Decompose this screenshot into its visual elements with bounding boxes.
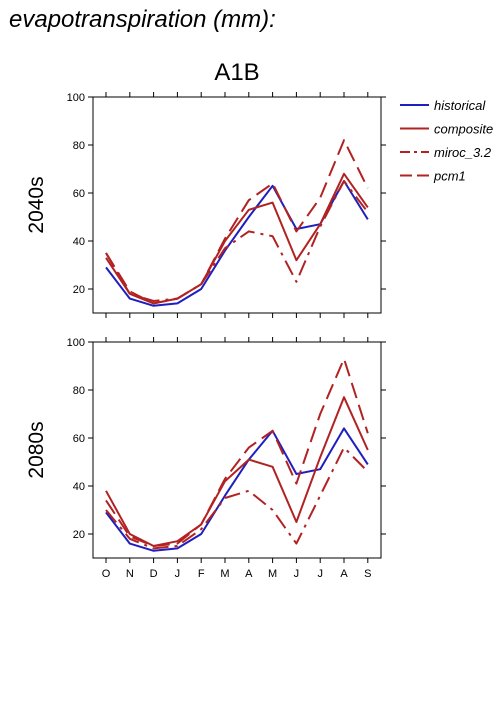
y-tick-label: 100 <box>67 337 85 349</box>
y-tick-label: 20 <box>73 284 85 296</box>
x-tick-label: A <box>245 568 253 580</box>
legend: historical composite miroc_3.2 pcm1 <box>400 98 493 184</box>
y-tick-label: 20 <box>73 529 85 541</box>
page-title: evapotranspiration (mm): <box>9 6 276 33</box>
legend-label-composite: composite <box>434 122 493 137</box>
x-tick-label: N <box>126 568 134 580</box>
x-tick-label: M <box>220 568 229 580</box>
series-line-composite <box>105 396 369 547</box>
y-tick-label: 60 <box>73 433 85 445</box>
y-tick-label: 40 <box>73 236 85 248</box>
chart-subtitle: A1B <box>214 59 259 86</box>
legend-label-miroc-3-2: miroc_3.2 <box>434 145 492 160</box>
x-tick-label: M <box>268 568 277 580</box>
legend-label-historical: historical <box>434 98 486 113</box>
y-tick-label: 80 <box>73 140 85 152</box>
x-tick-label: J <box>175 568 181 580</box>
y-tick-label: 80 <box>73 385 85 397</box>
legend-label-pcm1: pcm1 <box>433 169 466 184</box>
x-tick-label: F <box>198 568 205 580</box>
y-tick-label: 60 <box>73 188 85 200</box>
panel-2080s: 20 40 60 80 100 O N D J F M A M J J A S 2080s <box>25 337 386 580</box>
series-line-miroc-3-2 <box>105 446 369 550</box>
series-line-historical <box>105 180 369 307</box>
x-tick-label: J <box>294 568 300 580</box>
series-line-pcm1 <box>105 139 369 305</box>
panel-ylabel: 2080s <box>25 421 48 478</box>
plot-frame <box>92 341 382 559</box>
series-line-pcm1 <box>105 357 369 547</box>
series-line-miroc-3-2 <box>105 180 369 302</box>
panel-2040s: 20 40 60 80 100 2040s <box>25 92 386 318</box>
plot-frame <box>92 96 382 314</box>
x-tick-label: S <box>364 568 371 580</box>
x-tick-label: O <box>102 568 111 580</box>
panel-ylabel: 2040s <box>25 176 48 233</box>
series-line-historical <box>105 427 369 552</box>
series-line-composite <box>105 172 369 305</box>
x-tick-label: D <box>150 568 158 580</box>
y-tick-label: 100 <box>67 92 85 104</box>
x-tick-label: A <box>340 568 348 580</box>
x-tick-label: J <box>317 568 323 580</box>
y-tick-label: 40 <box>73 481 85 493</box>
